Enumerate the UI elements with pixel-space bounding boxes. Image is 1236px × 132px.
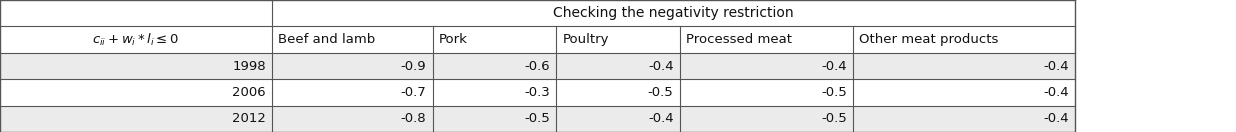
Text: -0.4: -0.4	[1043, 112, 1069, 125]
Bar	[556, 79, 680, 106]
Bar	[680, 79, 853, 106]
Text: Beef and lamb: Beef and lamb	[278, 33, 376, 46]
Bar	[433, 106, 556, 132]
Text: $c_{ii}+w_i*l_{i}\leq 0$: $c_{ii}+w_i*l_{i}\leq 0$	[93, 32, 179, 48]
Bar	[433, 79, 556, 106]
Bar	[433, 53, 556, 79]
Text: -0.3: -0.3	[524, 86, 550, 99]
Text: Poultry: Poultry	[562, 33, 609, 46]
Text: -0.5: -0.5	[648, 86, 674, 99]
Bar	[556, 106, 680, 132]
Bar	[272, 106, 433, 132]
Bar	[0, 53, 272, 79]
Text: -0.5: -0.5	[821, 86, 847, 99]
Text: -0.7: -0.7	[400, 86, 426, 99]
Text: Checking the negativity restriction: Checking the negativity restriction	[554, 6, 794, 20]
Bar	[272, 26, 433, 53]
Bar	[853, 26, 1075, 53]
Bar	[0, 26, 272, 53]
Text: -0.4: -0.4	[648, 112, 674, 125]
Text: 2012: 2012	[232, 112, 266, 125]
Text: -0.4: -0.4	[648, 60, 674, 72]
Bar	[853, 79, 1075, 106]
Bar	[433, 26, 556, 53]
Bar	[556, 26, 680, 53]
Text: 2006: 2006	[232, 86, 266, 99]
Bar	[272, 0, 1075, 26]
Text: -0.4: -0.4	[1043, 60, 1069, 72]
Bar	[556, 53, 680, 79]
Bar	[272, 79, 433, 106]
Text: -0.4: -0.4	[1043, 86, 1069, 99]
Text: Other meat products: Other meat products	[859, 33, 999, 46]
Text: -0.4: -0.4	[821, 60, 847, 72]
Bar	[680, 106, 853, 132]
Bar	[853, 106, 1075, 132]
Text: 1998: 1998	[232, 60, 266, 72]
Text: Processed meat: Processed meat	[686, 33, 792, 46]
Text: -0.5: -0.5	[821, 112, 847, 125]
Bar	[0, 0, 272, 26]
Text: Pork: Pork	[439, 33, 467, 46]
Bar	[680, 26, 853, 53]
Text: -0.6: -0.6	[524, 60, 550, 72]
Bar	[853, 53, 1075, 79]
Bar	[680, 53, 853, 79]
Bar	[0, 106, 272, 132]
Text: -0.5: -0.5	[524, 112, 550, 125]
Bar	[0, 79, 272, 106]
Text: -0.8: -0.8	[400, 112, 426, 125]
Bar	[272, 53, 433, 79]
Text: -0.9: -0.9	[400, 60, 426, 72]
